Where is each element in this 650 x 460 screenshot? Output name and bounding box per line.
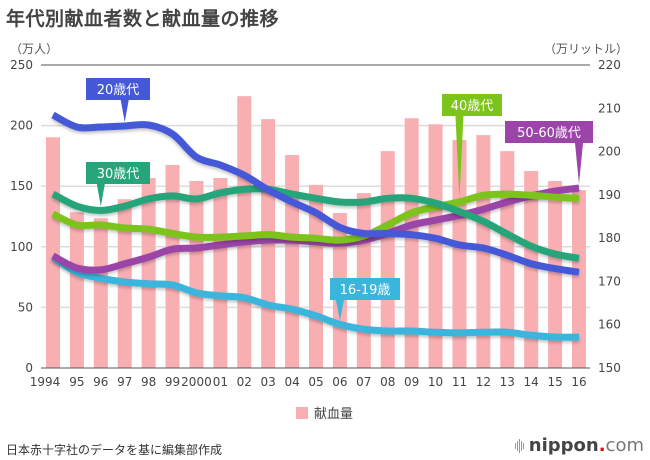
x-tick-label: 16 — [571, 375, 586, 389]
x-tick-label: 01 — [213, 375, 228, 389]
x-tick-label: 99 — [165, 375, 180, 389]
left-tick-label: 250 — [10, 58, 33, 72]
brand-suffix: com — [605, 435, 644, 456]
x-tick-label: 02 — [237, 375, 252, 389]
callout-label: 30歳代 — [97, 167, 140, 182]
x-tick-label: 09 — [404, 375, 419, 389]
bar-98 — [141, 177, 156, 368]
x-tick-label: 1994 — [30, 375, 61, 389]
x-tick-label: 06 — [332, 375, 347, 389]
callout-label: 20歳代 — [97, 83, 140, 98]
x-tick-label: 14 — [524, 375, 539, 389]
callout-20歳代: 20歳代 — [86, 78, 150, 122]
callout-box — [330, 278, 400, 300]
bar-99 — [165, 164, 180, 368]
legend: 献血量 — [296, 403, 353, 422]
series-callouts: 20歳代 30歳代 40歳代 50-60歳代 16-19歳 — [86, 78, 593, 321]
callout-pointer — [120, 100, 129, 122]
right-axis-unit: （万リットル） — [543, 42, 628, 56]
left-tick-label: 200 — [10, 119, 33, 133]
left-tick-label: 150 — [10, 179, 33, 193]
callout-label: 40歳代 — [451, 99, 494, 114]
right-tick-label: 200 — [598, 145, 621, 159]
x-tick-label: 03 — [261, 375, 276, 389]
right-tick-label: 210 — [598, 101, 621, 115]
left-tick-label: 100 — [10, 240, 33, 254]
bar-01 — [213, 177, 228, 368]
line-50-60歳代 — [51, 184, 580, 274]
source-note: 日本赤十字社のデータを基に編集部作成 — [6, 443, 223, 457]
callout-pointer — [96, 184, 105, 207]
callout-box — [86, 78, 150, 100]
callout-50-60歳代: 50-60歳代 — [505, 121, 593, 185]
x-tick-label: 2000 — [181, 375, 212, 389]
bar-04 — [285, 155, 300, 368]
line-30歳代 — [51, 185, 580, 262]
x-tick-label: 10 — [428, 375, 443, 389]
axes: 0501001502002501501601701801902002102201… — [10, 58, 621, 389]
x-tick-label: 11 — [452, 375, 467, 389]
callout-box — [442, 94, 502, 116]
right-tick-label: 180 — [598, 231, 621, 245]
x-tick-label: 12 — [476, 375, 491, 389]
bar-08 — [380, 151, 395, 368]
x-tick-label: 05 — [308, 375, 323, 389]
callout-label: 50-60歳代 — [517, 126, 581, 141]
x-tick-label: 13 — [500, 375, 515, 389]
x-tick-label: 97 — [117, 375, 132, 389]
callout-40歳代: 40歳代 — [442, 94, 502, 198]
brand-logo: nippon. com — [514, 435, 644, 456]
bar-96 — [93, 218, 108, 368]
right-tick-label: 150 — [598, 361, 621, 375]
bar-15 — [548, 181, 563, 368]
bar-16 — [572, 190, 586, 368]
x-tick-label: 07 — [356, 375, 371, 389]
bar-series — [46, 96, 586, 369]
x-tick-label: 98 — [141, 375, 156, 389]
x-tick-label: 15 — [547, 375, 562, 389]
left-tick-label: 50 — [18, 300, 33, 314]
left-axis-unit: （万人） — [10, 42, 59, 56]
right-tick-label: 170 — [598, 274, 621, 288]
bar-1994 — [46, 137, 60, 368]
bar-09 — [404, 118, 419, 369]
callout-label: 16-19歳 — [340, 283, 391, 298]
line-series — [51, 111, 580, 341]
line-16-19歳 — [51, 254, 580, 341]
bar-11 — [452, 139, 467, 368]
x-tick-label: 04 — [284, 375, 299, 389]
callout-pointer — [455, 116, 464, 198]
legend-label-bar: 献血量 — [314, 407, 354, 422]
left-tick-label: 0 — [25, 361, 33, 375]
x-tick-label: 08 — [380, 375, 395, 389]
bar-05 — [309, 184, 323, 368]
callout-pointer — [335, 300, 344, 321]
x-tick-label: 95 — [69, 375, 84, 389]
callout-30歳代: 30歳代 — [86, 162, 150, 207]
callout-16-19歳: 16-19歳 — [330, 278, 400, 321]
bar-2000 — [189, 181, 204, 368]
line-40歳代 — [51, 190, 580, 244]
x-tick-label: 96 — [93, 375, 108, 389]
brand-name: nippon — [528, 435, 599, 456]
right-tick-label: 220 — [598, 58, 621, 72]
brand-dot: . — [598, 435, 606, 456]
callout-box — [505, 121, 593, 143]
right-tick-label: 190 — [598, 188, 621, 202]
bar-95 — [69, 212, 84, 368]
line-20歳代 — [51, 111, 580, 276]
legend-swatch-bar — [296, 406, 308, 419]
bar-10 — [428, 124, 443, 369]
right-tick-label: 160 — [598, 318, 621, 332]
sound-wave-icon — [514, 438, 524, 453]
callout-box — [86, 162, 150, 184]
chart-title: 年代別献血者数と献血量の推移 — [6, 8, 280, 30]
bar-14 — [524, 171, 539, 368]
callout-pointer — [575, 143, 583, 185]
